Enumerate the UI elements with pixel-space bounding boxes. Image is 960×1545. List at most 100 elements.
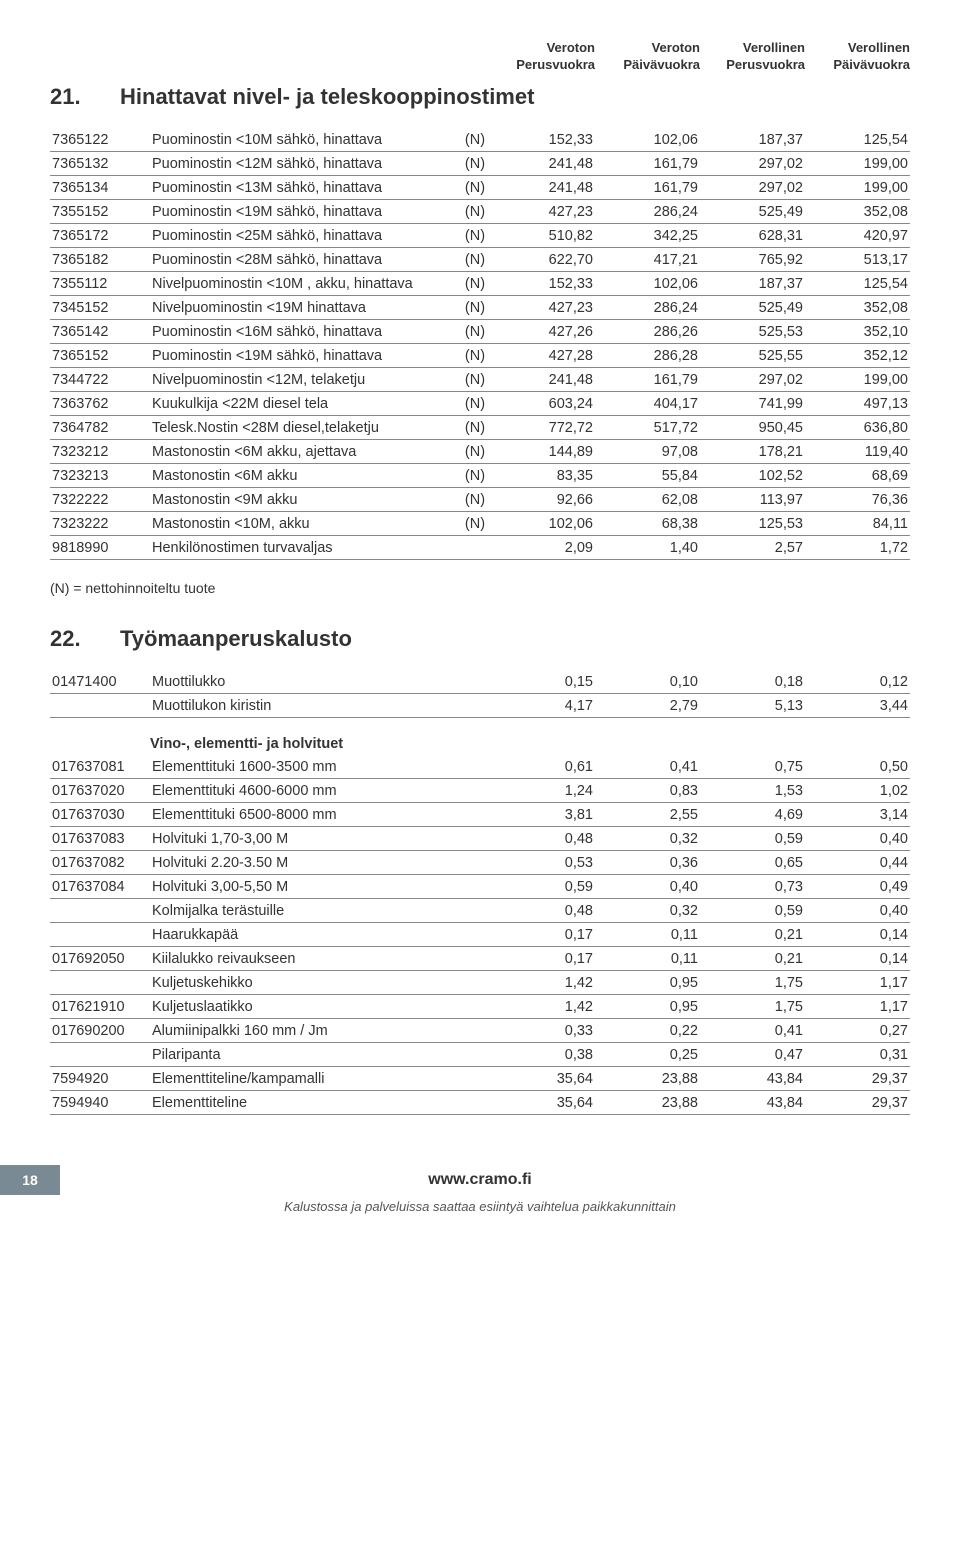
- table-row: 7594920Elementtiteline/kampamalli35,6423…: [50, 1066, 910, 1090]
- row-desc: Kuukulkija <22M diesel tela: [150, 391, 460, 415]
- row-val-4: 0,40: [805, 898, 910, 922]
- section-22-num: 22.: [50, 626, 120, 652]
- row-val-2: 55,84: [595, 463, 700, 487]
- row-val-3: 297,02: [700, 175, 805, 199]
- row-val-4: 119,40: [805, 439, 910, 463]
- row-val-2: 0,95: [595, 970, 700, 994]
- row-val-2: 0,22: [595, 1018, 700, 1042]
- row-val-4: 84,11: [805, 511, 910, 535]
- row-desc: Puominostin <13M sähkö, hinattava: [150, 175, 460, 199]
- row-val-3: 5,13: [700, 693, 805, 717]
- row-val-1: 241,48: [490, 367, 595, 391]
- row-val-4: 125,54: [805, 128, 910, 152]
- row-val-4: 497,13: [805, 391, 910, 415]
- row-val-1: 83,35: [490, 463, 595, 487]
- row-code: 7365172: [50, 223, 150, 247]
- row-val-1: 35,64: [490, 1066, 595, 1090]
- row-val-4: 29,37: [805, 1066, 910, 1090]
- row-code: 7365134: [50, 175, 150, 199]
- header-col-3: Verollinen Perusvuokra: [700, 40, 805, 74]
- row-n-flag: [460, 1018, 490, 1042]
- row-val-2: 1,40: [595, 535, 700, 559]
- row-code: 017637082: [50, 850, 150, 874]
- row-val-1: 427,23: [490, 199, 595, 223]
- row-val-1: 427,23: [490, 295, 595, 319]
- row-val-1: 241,48: [490, 175, 595, 199]
- header-3a: Verollinen: [743, 40, 805, 55]
- row-val-2: 0,40: [595, 874, 700, 898]
- row-n-flag: (N): [460, 439, 490, 463]
- row-desc: Puominostin <19M sähkö, hinattava: [150, 199, 460, 223]
- table-row: 7345152Nivelpuominostin <19M hinattava(N…: [50, 295, 910, 319]
- row-n-flag: (N): [460, 128, 490, 152]
- row-val-1: 1,24: [490, 778, 595, 802]
- table-row: 7363762Kuukulkija <22M diesel tela(N)603…: [50, 391, 910, 415]
- row-code: 017637030: [50, 802, 150, 826]
- table-row: 7323213Mastonostin <6M akku(N)83,3555,84…: [50, 463, 910, 487]
- row-code: 01471400: [50, 670, 150, 694]
- row-val-3: 628,31: [700, 223, 805, 247]
- row-code: 7365152: [50, 343, 150, 367]
- section-21-header: 21. Hinattavat nivel- ja teleskooppinost…: [50, 84, 910, 110]
- row-val-2: 102,06: [595, 271, 700, 295]
- row-desc: Puominostin <19M sähkö, hinattava: [150, 343, 460, 367]
- row-val-1: 603,24: [490, 391, 595, 415]
- row-val-1: 0,17: [490, 922, 595, 946]
- row-code: 017637084: [50, 874, 150, 898]
- row-desc: Muottilukko: [150, 670, 460, 694]
- row-desc: Puominostin <25M sähkö, hinattava: [150, 223, 460, 247]
- row-n-flag: [460, 535, 490, 559]
- row-val-1: 0,38: [490, 1042, 595, 1066]
- row-val-2: 97,08: [595, 439, 700, 463]
- row-val-1: 0,15: [490, 670, 595, 694]
- row-n-flag: [460, 670, 490, 694]
- row-desc: Muottilukon kiristin: [150, 693, 460, 717]
- row-val-4: 352,08: [805, 199, 910, 223]
- row-val-2: 161,79: [595, 367, 700, 391]
- row-val-4: 0,14: [805, 922, 910, 946]
- row-code: 017637020: [50, 778, 150, 802]
- row-val-4: 125,54: [805, 271, 910, 295]
- row-n-flag: [460, 874, 490, 898]
- row-n-flag: [460, 826, 490, 850]
- row-n-flag: [460, 850, 490, 874]
- row-val-4: 636,80: [805, 415, 910, 439]
- row-code: 7323222: [50, 511, 150, 535]
- table-row: 7365132Puominostin <12M sähkö, hinattava…: [50, 151, 910, 175]
- row-val-1: 0,59: [490, 874, 595, 898]
- row-val-1: 0,61: [490, 755, 595, 779]
- row-val-4: 199,00: [805, 151, 910, 175]
- row-val-1: 2,09: [490, 535, 595, 559]
- row-n-flag: [460, 802, 490, 826]
- row-val-4: 420,97: [805, 223, 910, 247]
- row-val-4: 199,00: [805, 367, 910, 391]
- row-val-2: 23,88: [595, 1090, 700, 1114]
- row-val-1: 0,53: [490, 850, 595, 874]
- table-row: 9818990Henkilönostimen turvavaljas2,091,…: [50, 535, 910, 559]
- row-code: [50, 1042, 150, 1066]
- header-col-1: Veroton Perusvuokra: [490, 40, 595, 74]
- row-n-flag: (N): [460, 487, 490, 511]
- table-row: 7365134Puominostin <13M sähkö, hinattava…: [50, 175, 910, 199]
- row-val-2: 0,32: [595, 898, 700, 922]
- table-row: 7365152Puominostin <19M sähkö, hinattava…: [50, 343, 910, 367]
- row-desc: Puominostin <10M sähkö, hinattava: [150, 128, 460, 152]
- row-desc: Elementtiteline: [150, 1090, 460, 1114]
- row-val-3: 0,75: [700, 755, 805, 779]
- footer-subtitle: Kalustossa ja palveluissa saattaa esiint…: [0, 1195, 960, 1224]
- row-val-2: 0,11: [595, 922, 700, 946]
- row-val-2: 0,25: [595, 1042, 700, 1066]
- table-row: Kuljetuskehikko1,420,951,751,17: [50, 970, 910, 994]
- row-val-1: 92,66: [490, 487, 595, 511]
- row-val-4: 0,31: [805, 1042, 910, 1066]
- row-n-flag: (N): [460, 343, 490, 367]
- row-val-4: 352,12: [805, 343, 910, 367]
- row-val-4: 199,00: [805, 175, 910, 199]
- table-row: 017637030Elementtituki 6500-8000 mm3,812…: [50, 802, 910, 826]
- row-code: 7323212: [50, 439, 150, 463]
- row-desc: Elementtituki 4600-6000 mm: [150, 778, 460, 802]
- row-val-1: 772,72: [490, 415, 595, 439]
- row-val-2: 68,38: [595, 511, 700, 535]
- row-desc: Mastonostin <6M akku, ajettava: [150, 439, 460, 463]
- row-val-1: 1,42: [490, 970, 595, 994]
